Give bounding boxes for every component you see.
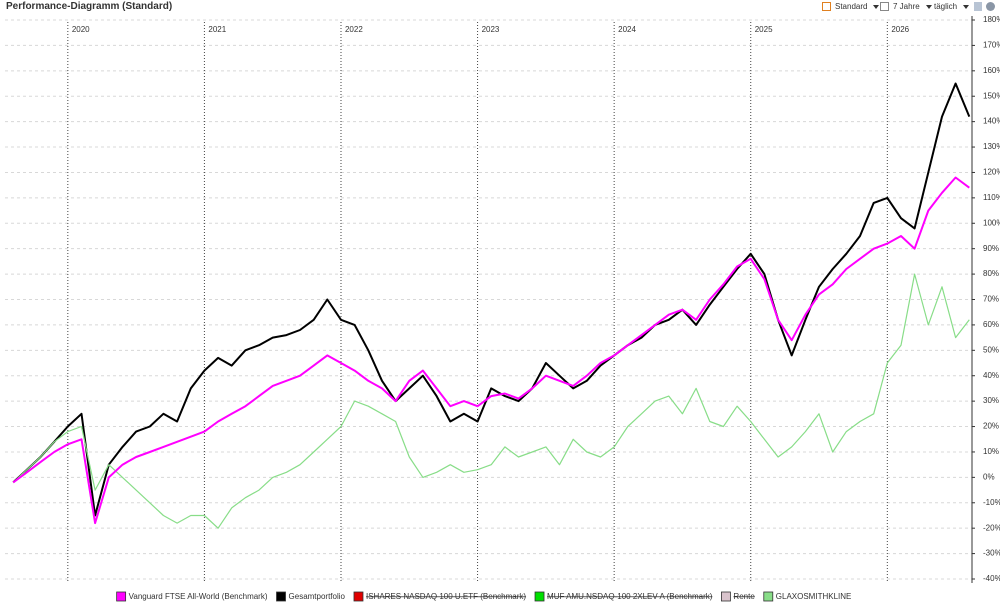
y-tick-label: 110% — [983, 193, 1000, 202]
y-tick-label: 50% — [983, 345, 999, 354]
y-tick-label: 140% — [983, 117, 1000, 126]
legend-item[interactable]: ISHARES NASDAQ 100 U.ETF (Benchmark) — [353, 591, 526, 602]
interval-select[interactable]: täglich — [934, 2, 970, 11]
y-tick-label: 120% — [983, 168, 1000, 177]
y-tick-label: 20% — [983, 422, 999, 431]
settings-icon[interactable] — [986, 2, 995, 11]
legend-item[interactable]: MUF AMU.NSDAQ-100 2XLEV A (Benchmark) — [534, 591, 713, 602]
legend-label: GLAXOSMITHKLINE — [776, 592, 852, 601]
y-tick-label: 40% — [983, 371, 999, 380]
legend-swatch — [534, 591, 545, 602]
y-tick-label: -40% — [983, 574, 1000, 583]
legend-label: Gesamtportfolio — [289, 592, 346, 601]
legend-item[interactable]: Vanguard FTSE All-World (Benchmark) — [116, 591, 268, 602]
x-tick-label: 2020 — [72, 25, 90, 34]
y-tick-label: 60% — [983, 320, 999, 329]
period-label: 7 Jahre — [893, 2, 920, 11]
y-tick-label: 70% — [983, 295, 999, 304]
legend: Vanguard FTSE All-World (Benchmark) Gesam… — [116, 591, 852, 602]
y-tick-label: 90% — [983, 244, 999, 253]
y-tick-label: -30% — [983, 549, 1000, 558]
y-tick-label: -10% — [983, 498, 1000, 507]
y-tick-label: 100% — [983, 218, 1000, 227]
period-select[interactable]: 7 Jahre — [880, 2, 932, 12]
y-tick-label: 130% — [983, 142, 1000, 151]
preset-label: Standard — [835, 2, 868, 11]
series-line — [12, 176, 970, 525]
export-icon[interactable] — [974, 2, 982, 11]
legend-swatch — [763, 591, 774, 602]
y-tick-label: 30% — [983, 396, 999, 405]
series-line — [12, 273, 970, 529]
legend-swatch — [353, 591, 364, 602]
y-tick-label: 170% — [983, 41, 1000, 50]
legend-item[interactable]: Rente — [721, 591, 755, 602]
legend-label: ISHARES NASDAQ 100 U.ETF (Benchmark) — [366, 592, 526, 601]
x-tick-label: 2021 — [208, 25, 226, 34]
preset-select[interactable]: Standard — [822, 2, 880, 12]
legend-swatch — [116, 591, 127, 602]
toolbar: Performance-Diagramm (Standard) Standard… — [0, 0, 1000, 16]
x-tick-label: 2026 — [891, 25, 909, 34]
x-tick-label: 2025 — [755, 25, 773, 34]
interval-label: täglich — [934, 2, 958, 11]
y-tick-label: 10% — [983, 447, 999, 456]
legend-swatch — [276, 591, 286, 602]
chart-title: Performance-Diagramm (Standard) — [6, 1, 173, 12]
legend-label: MUF AMU.NSDAQ-100 2XLEV A (Benchmark) — [547, 592, 713, 601]
y-tick-label: 0% — [983, 472, 995, 481]
x-tick-label: 2023 — [482, 25, 500, 34]
legend-swatch — [721, 591, 731, 602]
x-tick-label: 2022 — [345, 25, 363, 34]
y-tick-label: 150% — [983, 91, 1000, 100]
legend-label: Vanguard FTSE All-World (Benchmark) — [129, 592, 268, 601]
legend-label: Rente — [733, 592, 755, 601]
y-tick-label: 160% — [983, 66, 1000, 75]
legend-item[interactable]: GLAXOSMITHKLINE — [763, 591, 852, 602]
y-tick-label: 180% — [983, 15, 1000, 24]
legend-item[interactable]: Gesamtportfolio — [276, 591, 346, 602]
y-tick-label: -20% — [983, 523, 1000, 532]
y-tick-label: 80% — [983, 269, 999, 278]
x-tick-label: 2024 — [618, 25, 636, 34]
